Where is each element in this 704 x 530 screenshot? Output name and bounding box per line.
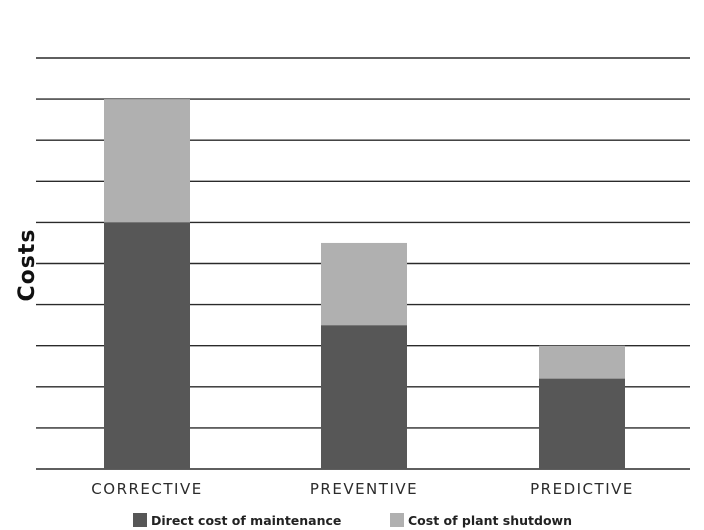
bars (104, 99, 625, 469)
y-axis-label: Costs (15, 229, 40, 302)
bar-preventive-series-2 (321, 242, 407, 326)
bar-corrective-series-1 (104, 222, 190, 469)
x-tick-label-preventive: PREVENTIVE (310, 480, 418, 498)
legend-swatch-1 (133, 513, 147, 527)
bar-predictive-series-1 (539, 378, 625, 469)
x-tick-label-predictive: PREDICTIVE (530, 480, 634, 498)
x-tick-labels: CORRECTIVE PREVENTIVE PREDICTIVE (91, 480, 634, 498)
bar-predictive-series-2 (539, 345, 625, 379)
legend: Direct cost of maintenance Cost of plant … (133, 513, 572, 528)
legend-label-2: Cost of plant shutdown (408, 513, 572, 528)
bar-preventive-series-1 (321, 325, 407, 469)
legend-label-1: Direct cost of maintenance (151, 513, 341, 528)
x-tick-label-corrective: CORRECTIVE (91, 480, 202, 498)
bar-corrective-series-2 (104, 99, 190, 223)
legend-swatch-2 (390, 513, 404, 527)
